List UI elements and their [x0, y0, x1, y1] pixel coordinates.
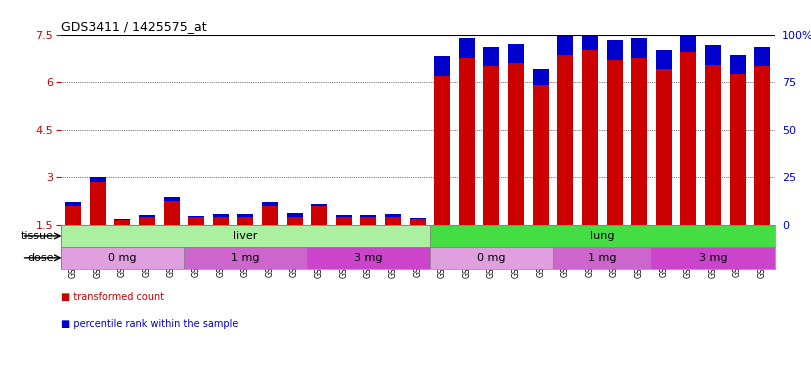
- Bar: [508, 44, 524, 63]
- Bar: [430, 225, 775, 247]
- Text: 0 mg: 0 mg: [477, 253, 506, 263]
- Bar: [184, 247, 307, 269]
- Bar: [262, 206, 278, 225]
- Bar: [553, 247, 651, 269]
- Bar: [705, 65, 721, 225]
- Bar: [311, 206, 327, 225]
- Bar: [651, 247, 775, 269]
- Bar: [430, 247, 553, 269]
- Bar: [533, 69, 549, 85]
- Bar: [286, 217, 303, 225]
- Bar: [336, 215, 352, 217]
- Bar: [508, 63, 524, 225]
- Bar: [434, 56, 450, 76]
- Bar: [139, 217, 155, 225]
- Text: ■ transformed count: ■ transformed count: [61, 292, 164, 302]
- Bar: [238, 217, 253, 225]
- Bar: [65, 206, 81, 225]
- Bar: [483, 47, 500, 66]
- Bar: [311, 204, 327, 206]
- Bar: [557, 35, 573, 55]
- Text: 1 mg: 1 mg: [588, 253, 616, 263]
- Bar: [139, 215, 155, 217]
- Bar: [533, 85, 549, 225]
- Bar: [164, 201, 179, 225]
- Bar: [188, 216, 204, 217]
- Bar: [61, 247, 184, 269]
- Bar: [65, 202, 81, 206]
- Bar: [680, 52, 697, 225]
- Bar: [730, 74, 745, 225]
- Bar: [286, 213, 303, 217]
- Bar: [307, 247, 430, 269]
- Text: ■ percentile rank within the sample: ■ percentile rank within the sample: [61, 319, 238, 329]
- Bar: [459, 58, 475, 225]
- Text: tissue: tissue: [21, 231, 54, 241]
- Bar: [631, 58, 647, 225]
- Bar: [238, 214, 253, 217]
- Bar: [434, 76, 450, 225]
- Text: liver: liver: [234, 231, 258, 241]
- Text: dose: dose: [28, 253, 54, 263]
- Text: GDS3411 / 1425575_at: GDS3411 / 1425575_at: [61, 20, 207, 33]
- Bar: [607, 60, 623, 225]
- Bar: [656, 70, 672, 225]
- Bar: [754, 66, 770, 225]
- Bar: [90, 177, 105, 182]
- Bar: [336, 217, 352, 225]
- Bar: [582, 50, 598, 225]
- Bar: [360, 217, 376, 225]
- Bar: [582, 30, 598, 50]
- Text: 3 mg: 3 mg: [699, 253, 727, 263]
- Text: 0 mg: 0 mg: [108, 253, 136, 263]
- Text: 1 mg: 1 mg: [231, 253, 260, 263]
- Text: lung: lung: [590, 231, 615, 241]
- Bar: [61, 225, 430, 247]
- Bar: [114, 219, 131, 220]
- Bar: [631, 38, 647, 58]
- Bar: [607, 40, 623, 60]
- Bar: [730, 55, 745, 74]
- Bar: [90, 182, 105, 225]
- Bar: [680, 31, 697, 52]
- Bar: [188, 217, 204, 225]
- Bar: [410, 218, 426, 225]
- Bar: [705, 45, 721, 65]
- Bar: [164, 197, 179, 201]
- Text: 3 mg: 3 mg: [354, 253, 383, 263]
- Bar: [754, 47, 770, 66]
- Bar: [459, 38, 475, 58]
- Bar: [114, 220, 131, 225]
- Bar: [410, 217, 426, 218]
- Bar: [483, 66, 500, 225]
- Bar: [360, 215, 376, 217]
- Bar: [385, 217, 401, 225]
- Bar: [212, 214, 229, 217]
- Bar: [557, 55, 573, 225]
- Bar: [385, 214, 401, 217]
- Bar: [212, 217, 229, 225]
- Bar: [262, 202, 278, 206]
- Bar: [656, 50, 672, 70]
